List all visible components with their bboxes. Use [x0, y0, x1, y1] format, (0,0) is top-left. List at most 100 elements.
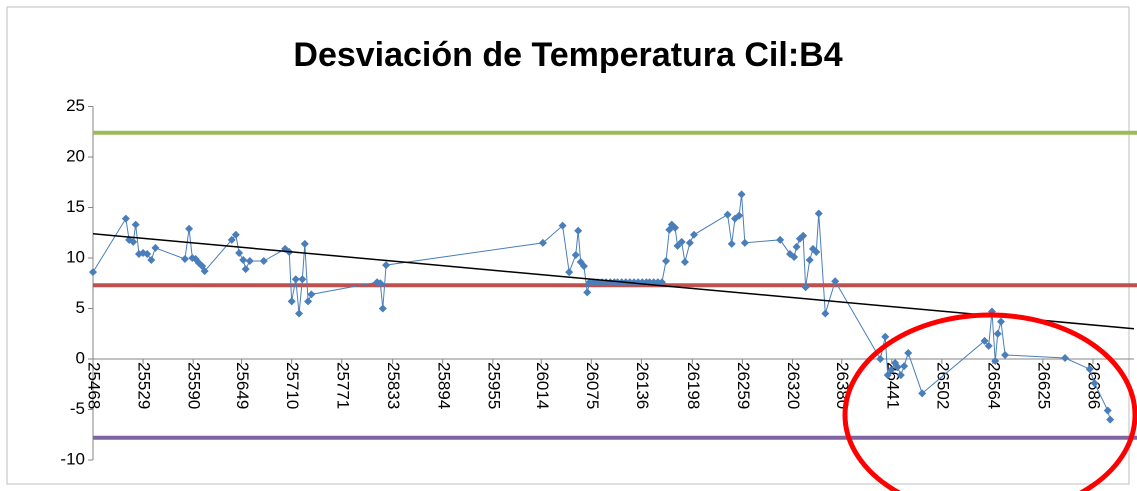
point-marker: [287, 297, 296, 306]
x-tick-label: 25771: [333, 362, 352, 409]
y-tick-label: 15: [66, 197, 85, 216]
point-marker: [737, 190, 746, 199]
x-tick-label: 26564: [984, 362, 1003, 409]
point-marker: [980, 336, 989, 345]
point-marker: [579, 262, 588, 271]
point-marker: [131, 220, 140, 229]
y-tick-label: 0: [76, 348, 85, 367]
point-marker: [918, 389, 927, 398]
point-marker: [883, 371, 892, 380]
point-marker: [881, 332, 890, 341]
point-marker: [300, 239, 309, 248]
y-tick-label: -10: [60, 449, 85, 468]
point-marker: [805, 256, 814, 265]
point-marker: [378, 304, 387, 313]
point-marker: [735, 211, 744, 220]
point-marker: [677, 237, 686, 246]
point-marker: [657, 278, 666, 287]
point-marker: [245, 257, 254, 266]
point-marker: [997, 317, 1006, 326]
point-marker: [776, 235, 785, 244]
point-marker: [727, 239, 736, 248]
x-tick-label: 25833: [384, 362, 403, 409]
point-marker: [1090, 379, 1099, 388]
point-marker: [295, 309, 304, 318]
point-marker: [259, 257, 268, 266]
point-marker: [129, 237, 138, 246]
x-tick-label: 25710: [283, 362, 302, 409]
x-tick-label: 25590: [185, 362, 204, 409]
chart-border: [6, 6, 1130, 485]
point-marker: [792, 242, 801, 251]
point-marker: [991, 357, 1000, 366]
point-marker: [689, 230, 698, 239]
point-marker: [821, 309, 830, 318]
point-marker: [200, 267, 209, 276]
point-marker: [1085, 365, 1094, 374]
point-marker: [304, 297, 313, 306]
y-tick-label: 20: [66, 146, 85, 165]
point-marker: [900, 362, 909, 371]
point-marker: [1001, 350, 1010, 359]
x-tick-label: 25529: [135, 362, 154, 409]
point-marker: [740, 238, 749, 247]
point-marker: [565, 268, 574, 277]
trendline: [92, 233, 1135, 330]
point-marker: [1106, 415, 1115, 424]
x-tick-label: 26320: [784, 362, 803, 409]
point-marker: [151, 243, 160, 252]
point-marker: [139, 248, 148, 257]
point-marker: [89, 268, 97, 277]
point-marker: [571, 250, 580, 259]
point-marker: [241, 265, 250, 274]
y-tick-label: -5: [70, 399, 85, 418]
point-marker: [886, 366, 895, 375]
x-tick-label: 26136: [633, 362, 652, 409]
point-marker: [799, 231, 808, 240]
point-marker: [538, 238, 547, 247]
point-marker: [1061, 353, 1070, 362]
point-marker: [685, 238, 694, 247]
point-marker: [239, 256, 248, 265]
point-marker: [231, 230, 240, 239]
point-marker: [993, 329, 1002, 338]
point-marker: [298, 275, 307, 284]
point-marker: [227, 235, 236, 244]
point-marker: [680, 258, 689, 267]
x-tick-label: 26259: [734, 362, 753, 409]
point-marker: [904, 348, 913, 357]
x-tick-label: 25468: [85, 362, 104, 409]
x-tick-label: 26198: [684, 362, 703, 409]
x-tick-label: 25649: [233, 362, 252, 409]
point-marker: [653, 278, 662, 287]
point-marker: [831, 277, 840, 286]
point-marker: [143, 249, 152, 258]
x-tick-label: 25894: [434, 362, 453, 409]
point-marker: [235, 248, 244, 257]
point-marker: [121, 214, 130, 223]
point-marker: [585, 278, 594, 287]
point-marker: [147, 256, 156, 265]
point-marker: [630, 278, 639, 287]
point-marker: [893, 363, 902, 372]
point-marker: [671, 223, 680, 232]
point-marker: [876, 355, 885, 363]
y-tick-label: 5: [76, 298, 85, 317]
point-marker: [376, 279, 385, 288]
point-marker: [814, 209, 823, 218]
point-marker: [558, 221, 567, 230]
point-marker: [801, 283, 810, 292]
point-marker: [185, 224, 194, 233]
point-marker: [790, 252, 799, 261]
y-tick-label: 25: [66, 96, 85, 115]
point-marker: [812, 247, 821, 256]
point-marker: [723, 210, 732, 219]
point-marker: [662, 257, 671, 266]
x-tick-label: 25955: [484, 362, 503, 409]
point-marker: [307, 290, 316, 299]
point-marker: [291, 275, 300, 284]
x-tick-label: 26625: [1034, 362, 1053, 409]
point-marker: [382, 261, 391, 270]
chart-title: Desviación de Temperatura Cil:B4: [293, 36, 842, 74]
